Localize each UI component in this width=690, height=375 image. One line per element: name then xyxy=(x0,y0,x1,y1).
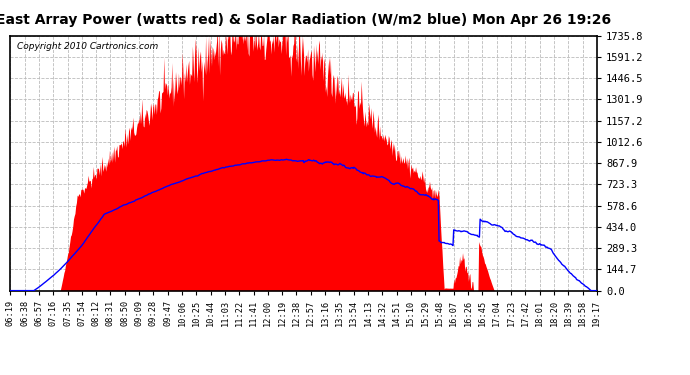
Text: Copyright 2010 Cartronics.com: Copyright 2010 Cartronics.com xyxy=(17,42,159,51)
Text: East Array Power (watts red) & Solar Radiation (W/m2 blue) Mon Apr 26 19:26: East Array Power (watts red) & Solar Rad… xyxy=(0,13,611,27)
